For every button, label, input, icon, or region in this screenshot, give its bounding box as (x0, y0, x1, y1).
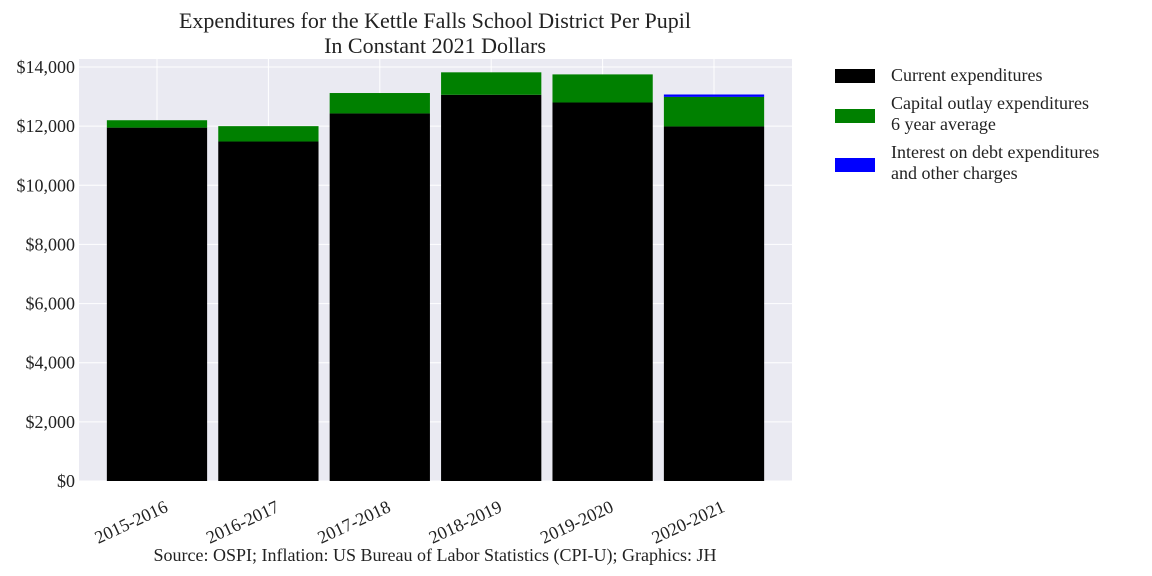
legend-label: Current expenditures (891, 65, 1042, 85)
y-tick-label: $0 (57, 471, 75, 491)
source-note: Source: OSPI; Inflation: US Bureau of La… (154, 545, 717, 566)
bars (106, 72, 765, 482)
bar-segment-series-3 (663, 94, 765, 97)
legend-label: and other charges (891, 163, 1018, 183)
legend-swatch-series-3 (835, 158, 875, 172)
legend-swatch-series-1 (835, 69, 875, 83)
x-tick-label: 2020-2021 (649, 496, 728, 547)
bar-segment-series-1 (106, 127, 208, 481)
bar-segment-series-1 (441, 94, 542, 481)
x-tick-label: 2015-2016 (92, 496, 171, 547)
bar-segment-series-2 (106, 120, 208, 128)
y-tick-label: $4,000 (26, 353, 76, 373)
chart-title-line-2: In Constant 2021 Dollars (324, 33, 546, 58)
x-tick-label: 2019-2020 (537, 496, 616, 547)
bar-segment-series-1 (218, 141, 319, 481)
bar-segment-series-2 (663, 96, 765, 127)
y-tick-label: $14,000 (17, 57, 76, 77)
x-tick-label: 2017-2018 (314, 496, 393, 547)
chart-title: Expenditures for the Kettle Falls School… (179, 8, 691, 58)
y-tick-label: $2,000 (26, 412, 76, 432)
y-tick-label: $12,000 (17, 116, 76, 136)
legend-label: Interest on debt expenditures (891, 142, 1099, 162)
legend: Current expenditures Capital outlay expen… (835, 65, 1099, 183)
chart-title-line-1: Expenditures for the Kettle Falls School… (179, 8, 691, 33)
bar-segment-series-1 (329, 113, 430, 482)
x-tick-label: 2016-2017 (203, 496, 282, 547)
x-axis-ticks: 2015-2016 2016-2017 2017-2018 2018-2019 2019… (92, 496, 728, 547)
legend-label: Capital outlay expenditures (891, 93, 1089, 113)
bar-segment-series-1 (552, 102, 653, 481)
bar-segment-series-2 (552, 74, 653, 103)
bar-segment-series-2 (329, 93, 430, 114)
bar-segment-series-1 (663, 126, 765, 481)
y-tick-label: $6,000 (26, 294, 76, 314)
bar-segment-series-2 (218, 126, 319, 142)
y-axis-ticks: $0 $2,000 $4,000 $6,000 $8,000 $10,000 $12,000… (17, 57, 76, 491)
bar-segment-series-2 (441, 72, 542, 95)
legend-swatch-series-2 (835, 109, 875, 123)
legend-label: 6 year average (891, 114, 996, 134)
y-tick-label: $8,000 (26, 234, 76, 254)
y-tick-label: $10,000 (17, 175, 76, 195)
x-tick-label: 2018-2019 (426, 496, 505, 547)
